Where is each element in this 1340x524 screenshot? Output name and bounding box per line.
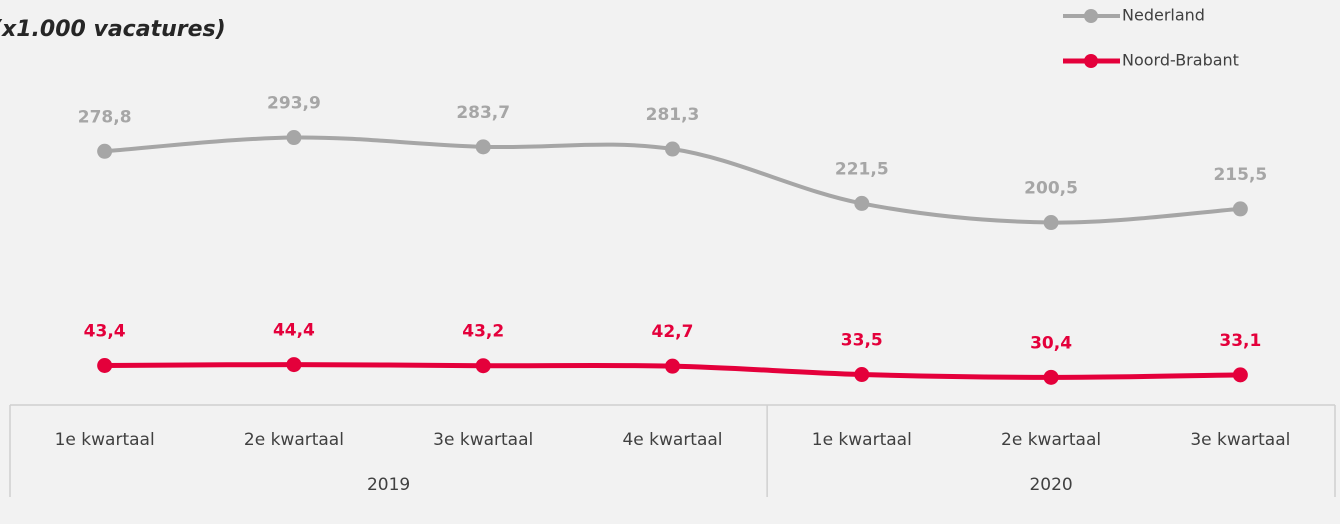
data-point bbox=[1232, 201, 1248, 217]
x-tick-label: 3e kwartaal bbox=[1190, 430, 1290, 450]
x-tick-label: 1e kwartaal bbox=[55, 430, 155, 450]
data-label: 30,4 bbox=[1030, 333, 1072, 353]
data-label: 44,4 bbox=[273, 321, 315, 341]
x-tick-label: 4e kwartaal bbox=[622, 430, 722, 450]
data-point bbox=[1232, 367, 1248, 383]
x-tick-label: 3e kwartaal bbox=[433, 430, 533, 450]
data-point bbox=[854, 195, 870, 211]
data-point bbox=[97, 143, 113, 159]
x-tick-label: 2e kwartaal bbox=[1001, 430, 1101, 450]
data-point bbox=[286, 357, 302, 373]
data-label: 215,5 bbox=[1213, 165, 1267, 185]
data-label: 200,5 bbox=[1024, 179, 1078, 199]
x-group-label: 2019 bbox=[367, 475, 410, 495]
data-label: 33,1 bbox=[1219, 331, 1261, 351]
legend-label: Noord-Brabant bbox=[1122, 51, 1239, 70]
data-point bbox=[665, 141, 680, 157]
data-label: 278,8 bbox=[78, 107, 132, 127]
data-point bbox=[286, 130, 302, 146]
data-label: 283,7 bbox=[456, 103, 510, 123]
legend-marker bbox=[1084, 9, 1098, 23]
legend-label: Nederland bbox=[1122, 6, 1205, 25]
legend-marker bbox=[1084, 54, 1098, 68]
data-label: 43,2 bbox=[462, 322, 504, 342]
data-label: 43,4 bbox=[84, 322, 126, 342]
data-label: 42,7 bbox=[652, 322, 694, 342]
data-point bbox=[1043, 215, 1059, 231]
x-tick-label: 1e kwartaal bbox=[812, 430, 912, 450]
data-point bbox=[475, 358, 491, 374]
data-point bbox=[854, 367, 870, 383]
data-point bbox=[665, 358, 680, 374]
data-label: 33,5 bbox=[841, 331, 883, 351]
data-point bbox=[1043, 369, 1059, 385]
data-point bbox=[475, 139, 491, 155]
data-label: 281,3 bbox=[646, 105, 700, 125]
x-tick-label: 2e kwartaal bbox=[244, 430, 344, 450]
data-label: 293,9 bbox=[267, 94, 321, 114]
chart-subtitle: (x1.000 vacatures) bbox=[0, 17, 226, 42]
x-group-label: 2020 bbox=[1029, 475, 1072, 495]
data-point bbox=[97, 358, 113, 374]
data-label: 221,5 bbox=[835, 159, 889, 179]
